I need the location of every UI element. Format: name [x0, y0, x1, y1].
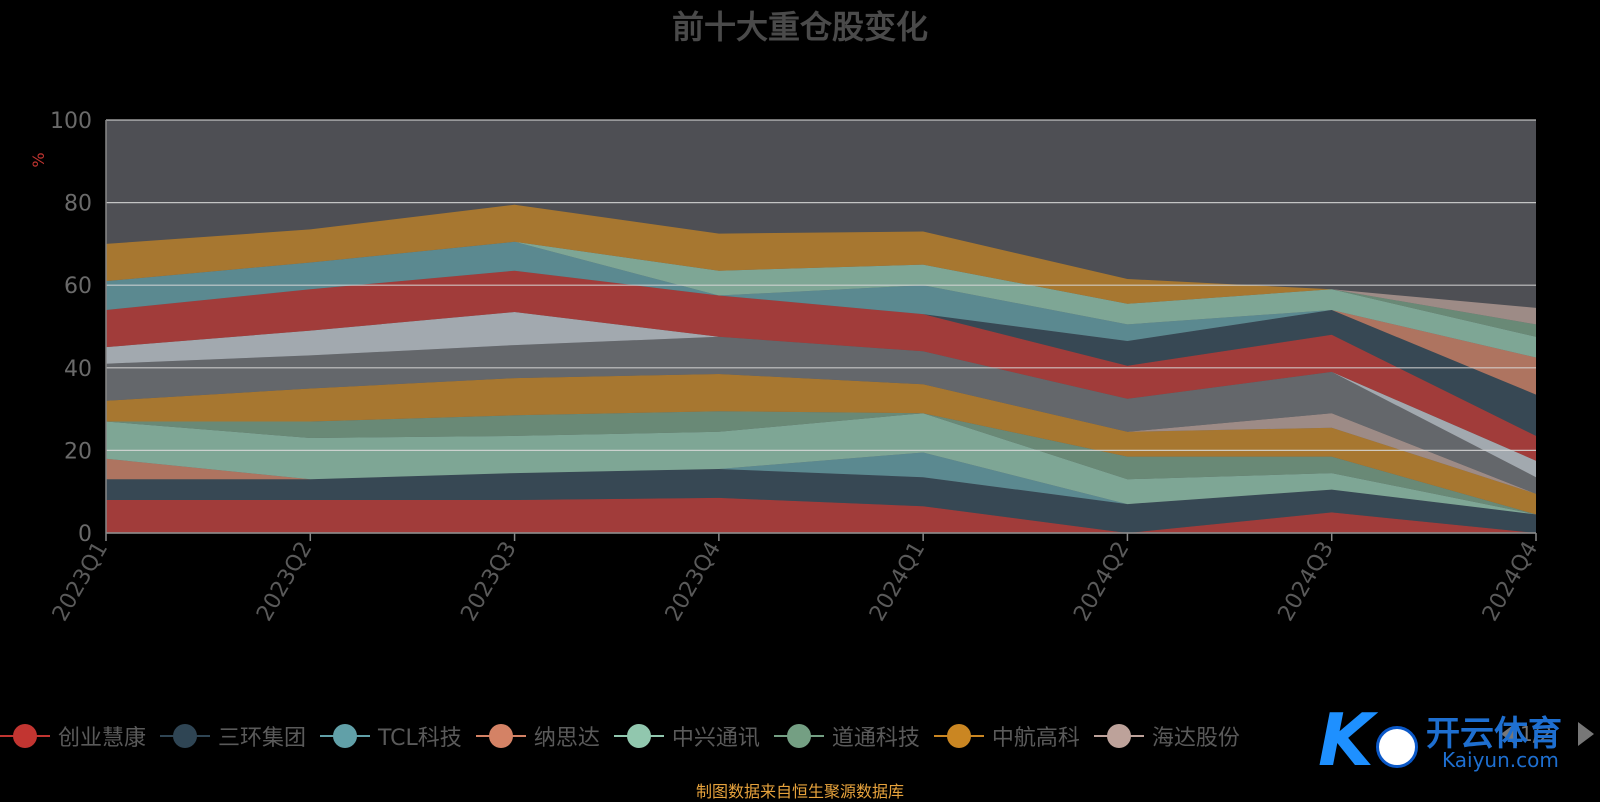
source-note: 制图数据来自恒生聚源数据库 — [695, 782, 904, 801]
soccer-ball-icon — [1376, 726, 1418, 768]
y-tick-label-1: 20 — [64, 439, 92, 464]
y-tick-label-5: 100 — [50, 109, 92, 134]
x-tick-label-1: 2023Q2 — [252, 538, 317, 626]
watermark-en: Kaiyun.com — [1442, 748, 1559, 772]
chart-title: 前十大重仓股变化 — [671, 8, 928, 46]
x-tick-label-2: 2023Q3 — [456, 538, 521, 626]
area-series-8 — [106, 336, 1536, 494]
legend-marker-icon — [933, 723, 984, 749]
legend-page-indicator: 1/2 — [1520, 722, 1553, 746]
legend-label: TCL科技 — [378, 726, 462, 751]
legend-item-7[interactable]: 海达股份 — [1093, 720, 1240, 752]
legend-label: 三环集团 — [218, 726, 307, 751]
legend-marker-icon — [613, 723, 664, 749]
area-series-5 — [106, 411, 1536, 515]
legend-marker-icon — [1093, 723, 1144, 749]
legend-marker-icon — [320, 723, 371, 749]
legend-label: 中航高科 — [991, 726, 1080, 751]
y-tick-label-3: 60 — [64, 274, 92, 299]
area-series-4 — [106, 413, 1536, 515]
legend-label: 中兴通讯 — [671, 726, 760, 751]
y-tick-label-0: 0 — [78, 522, 92, 547]
legend-item-3[interactable]: 纳思达 — [475, 720, 600, 752]
area-series-15 — [106, 241, 1536, 358]
legend-item-6[interactable]: 中航高科 — [933, 720, 1080, 752]
legend-label: 道通科技 — [831, 726, 920, 751]
legend-prev-icon[interactable] — [1501, 722, 1517, 746]
chart-legend[interactable]: 创业慧康 三环集团 TCL科技 纳思达 中兴通讯 道通科技 中航高科 海达股份 — [0, 718, 1560, 754]
area-series-0 — [106, 497, 1536, 533]
area-series-2 — [106, 452, 1536, 515]
area-series-13 — [106, 241, 1536, 395]
y-axis-label: % — [29, 152, 48, 167]
legend-label: 创业慧康 — [58, 726, 147, 751]
area-series-17 — [106, 204, 1536, 325]
legend-marker-icon — [160, 723, 211, 749]
watermark-logo: K 开云体育 Kaiyun.com — [1318, 700, 1598, 780]
legend-item-4[interactable]: 中兴通讯 — [613, 720, 760, 752]
x-tick-label-4: 2024Q1 — [865, 538, 930, 626]
legend-label: 纳思达 — [533, 726, 600, 751]
x-tick-label-3: 2023Q4 — [661, 538, 726, 626]
x-tick-label-0: 2023Q1 — [48, 538, 113, 626]
legend-item-2[interactable]: TCL科技 — [320, 720, 462, 752]
x-tick-label-7: 2024Q4 — [1478, 538, 1543, 626]
legend-item-1[interactable]: 三环集团 — [160, 720, 306, 752]
legend-marker-icon — [475, 723, 526, 749]
area-series-11 — [106, 270, 1536, 461]
area-series-1 — [106, 469, 1536, 533]
legend-marker-icon — [773, 723, 824, 749]
legend-item-0[interactable]: 创业慧康 — [0, 720, 146, 752]
legend-label: 海达股份 — [1151, 726, 1240, 751]
x-tick-label-5: 2024Q2 — [1069, 538, 1134, 626]
legend-item-5[interactable]: 道通科技 — [773, 720, 920, 752]
watermark-cn: 开云体育 — [1426, 714, 1562, 754]
y-tick-label-4: 80 — [64, 192, 92, 217]
x-tick-label-6: 2024Q3 — [1274, 538, 1339, 626]
watermark-k: K — [1318, 698, 1374, 782]
legend-marker-icon — [0, 723, 50, 749]
y-tick-label-2: 40 — [64, 357, 92, 382]
legend-next-icon[interactable] — [1578, 722, 1594, 746]
area-series-6 — [106, 374, 1536, 515]
